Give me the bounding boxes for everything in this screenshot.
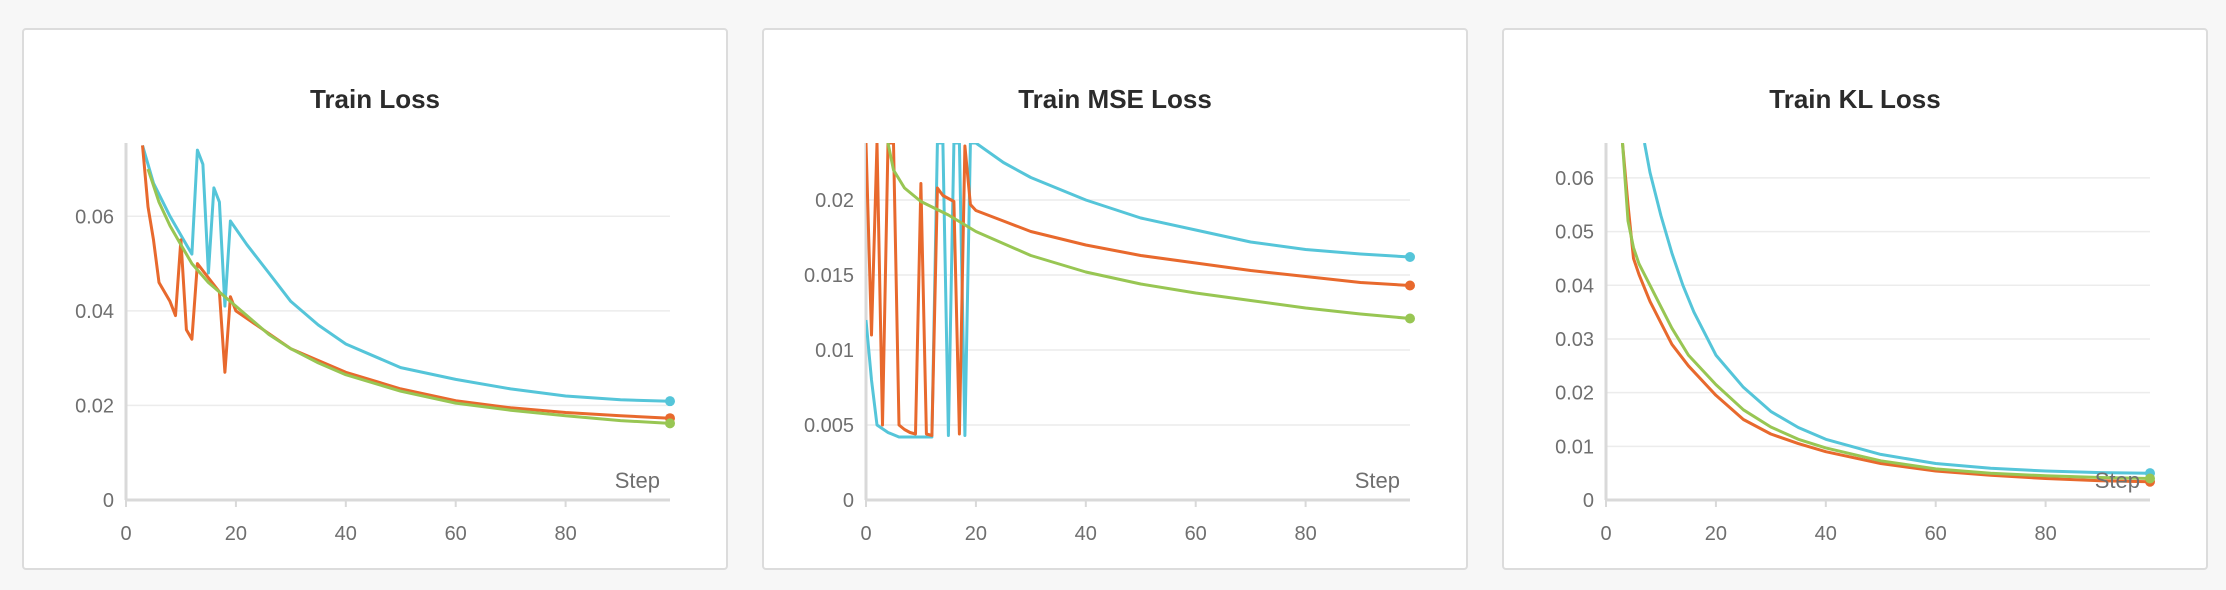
x-tick-label: 20 bbox=[965, 523, 987, 545]
chart-title: Train MSE Loss bbox=[1018, 84, 1212, 114]
y-tick-label: 0.015 bbox=[804, 265, 854, 287]
series-end-marker-2 bbox=[665, 418, 675, 429]
series-end-marker-0 bbox=[1405, 252, 1415, 262]
series-line-1 bbox=[866, 143, 1411, 437]
series-end-marker-0 bbox=[665, 396, 675, 407]
chart-panel-train-loss: Train Loss 0 0.02 0.04 0.06 0 20 40 60 80 Step bbox=[22, 28, 728, 570]
x-tick-label: 80 bbox=[1294, 523, 1316, 545]
y-tick-label: 0.02 bbox=[1555, 383, 1594, 405]
y-tick-label: 0.02 bbox=[75, 395, 114, 417]
y-tick-label: 0.06 bbox=[1555, 168, 1594, 190]
y-tick-label: 0.005 bbox=[804, 415, 854, 437]
y-tick-label: 0 bbox=[103, 490, 114, 512]
x-tick-label: 40 bbox=[1075, 523, 1097, 545]
x-tick-label: 0 bbox=[860, 523, 871, 545]
series-line-0 bbox=[1643, 143, 2151, 475]
x-tick-label: 0 bbox=[1600, 523, 1611, 545]
y-tick-label: 0.04 bbox=[75, 301, 114, 323]
x-tick-label: 80 bbox=[2034, 523, 2056, 545]
x-tick-label: 20 bbox=[225, 523, 247, 545]
x-tick-label: 0 bbox=[120, 523, 131, 545]
x-tick-label: 60 bbox=[1925, 523, 1947, 545]
series-end-marker-1 bbox=[1405, 280, 1415, 291]
y-tick-label: 0 bbox=[843, 490, 854, 512]
x-axis-label: Step bbox=[615, 468, 660, 493]
chart-panel-train-mse-loss: Train MSE Loss 0 0.005 0.01 0.015 0.02 0 20 40 6… bbox=[762, 28, 1468, 570]
y-tick-label: 0 bbox=[1583, 490, 1594, 512]
y-tick-label: 0.01 bbox=[1555, 436, 1594, 458]
series-line-0 bbox=[866, 143, 1411, 439]
chart-svg: 0 0.02 0.04 0.06 0 20 40 60 80 Step bbox=[75, 143, 675, 545]
series-end-marker-2 bbox=[1405, 313, 1415, 324]
chart-panel-train-kl-loss: Train KL Loss 0 0.01 0.02 0.03 0.04 0.05 0.06 0… bbox=[1502, 28, 2208, 570]
y-tick-label: 0.06 bbox=[75, 206, 114, 228]
y-tick-label: 0.01 bbox=[815, 340, 854, 362]
x-tick-label: 40 bbox=[335, 523, 357, 545]
series-end-marker-2 bbox=[2145, 473, 2155, 484]
series-line-1 bbox=[141, 145, 671, 420]
x-tick-label: 40 bbox=[1815, 523, 1837, 545]
chart-svg: 0 0.005 0.01 0.015 0.02 0 20 40 60 80 Step bbox=[804, 143, 1415, 545]
chart-title: Train Loss bbox=[309, 84, 441, 114]
y-tick-label: 0.02 bbox=[815, 190, 854, 212]
x-axis-label: Step bbox=[2095, 468, 2140, 493]
series-line-1 bbox=[1621, 143, 2151, 484]
series-line-2 bbox=[146, 168, 671, 425]
x-tick-label: 80 bbox=[554, 523, 576, 545]
series-line-2 bbox=[1621, 143, 2151, 480]
y-tick-label: 0.03 bbox=[1555, 329, 1594, 351]
chart-title: Train KL Loss bbox=[1769, 84, 1941, 114]
x-axis-label: Step bbox=[1355, 468, 1400, 493]
y-tick-label: 0.04 bbox=[1555, 275, 1594, 297]
y-tick-label: 0.05 bbox=[1555, 222, 1594, 244]
x-tick-label: 60 bbox=[1185, 523, 1207, 545]
series-line-2 bbox=[886, 143, 1411, 320]
x-tick-label: 20 bbox=[1705, 523, 1727, 545]
chart-svg: 0 0.01 0.02 0.03 0.04 0.05 0.06 0 20 40 60 80 Step bbox=[1555, 143, 2155, 545]
x-tick-label: 60 bbox=[445, 523, 467, 545]
series-line-0 bbox=[141, 144, 671, 403]
